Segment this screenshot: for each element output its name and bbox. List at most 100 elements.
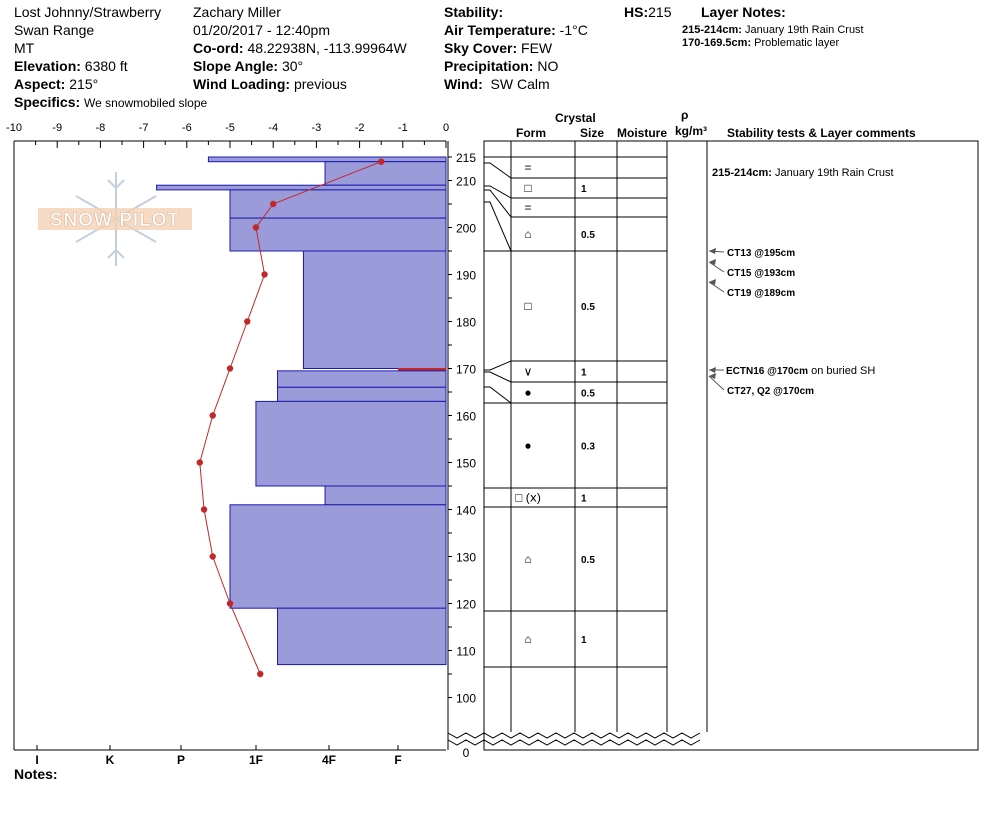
crystal-size: 1 (581, 184, 587, 195)
size-header: Size (580, 126, 605, 140)
hardness-bar (207, 156, 447, 163)
hardness-bar (277, 607, 447, 666)
sky-cover: Sky Cover: FEW (444, 40, 553, 56)
temperature-point (257, 670, 264, 678)
temperature-point (252, 224, 260, 231)
temperature-line (199, 161, 382, 675)
specifics: Specifics: We snowmobiled slope (14, 94, 208, 110)
height-tick-label: 200 (456, 222, 476, 236)
crystal-size: 0.3 (581, 442, 595, 453)
comment-arrow (708, 375, 725, 391)
height-tick-label: 120 (456, 598, 476, 612)
crystal-form-symbol: ● (524, 386, 531, 400)
height-tick-label: 150 (456, 457, 476, 471)
air-temperature: Air Temperature: -1°C (444, 22, 588, 38)
hardness-tick-label: F (394, 753, 401, 767)
temp-tick-label: -5 (225, 122, 235, 134)
layer-connector (484, 386, 512, 404)
layer-connector (484, 162, 512, 179)
crystal-size: 0.5 (581, 230, 595, 241)
hs: HS:215 (624, 4, 672, 20)
layer-connector (484, 201, 512, 252)
temp-tick-label: -2 (355, 122, 365, 134)
hardness-tick-label: 1F (249, 753, 263, 767)
hardness-tick-label: I (35, 753, 38, 767)
hardness-temperature-plot: -10 -9 -8 -7 -6 -5 -4 -3 -2 -1 0I K P 1F 4F F (6, 122, 449, 767)
crystal-size: 1 (581, 635, 587, 646)
temperature-point (209, 412, 216, 419)
hardness-bar (277, 386, 447, 402)
stability-comment: CT15 @193cm (727, 268, 795, 279)
layer-connector (484, 360, 512, 371)
hardness-bar (229, 189, 447, 219)
moisture-header: Moisture (617, 126, 668, 140)
stability-header: Stability tests & Layer comments (727, 126, 916, 140)
temperature-point (378, 158, 385, 165)
hardness-bar (324, 485, 447, 506)
slope-angle: Slope Angle: 30° (193, 58, 304, 74)
temp-tick-label: -3 (312, 122, 322, 134)
scale-break-zigzag (447, 739, 701, 746)
scale-break-zigzag (447, 732, 701, 739)
temp-tick-label: -6 (182, 122, 192, 134)
temperature-point (209, 553, 216, 560)
stability-comment: CT13 @195cm (727, 248, 795, 259)
temp-tick-label: -1 (398, 122, 408, 134)
hardness-bar (302, 250, 447, 369)
layer-notes-label: Layer Notes: (701, 4, 786, 20)
wind-loading: Wind Loading: previous (193, 76, 347, 92)
height-tick-label: 130 (456, 551, 476, 565)
range: Swan Range (14, 22, 95, 38)
temperature-point (270, 200, 277, 208)
height-tick-label: 215 (456, 151, 476, 165)
hardness-bar (229, 504, 447, 609)
table-border (483, 140, 979, 751)
crystal-form-symbol: □ (524, 181, 531, 195)
comment-arrow (708, 261, 725, 273)
height-tick-label: 190 (456, 269, 476, 283)
crystal-form-symbol: ⌂ (524, 552, 531, 566)
form-header: Form (516, 126, 546, 140)
temperature-point (226, 365, 234, 372)
crystal-form-symbol: ⌂ (524, 632, 531, 646)
location: Lost Johnny/Strawberry (14, 4, 162, 20)
rho-header: ρ (681, 108, 689, 122)
temperature-point (244, 318, 251, 325)
layer-table: 2152102001901801701601501401301201101000… (447, 140, 979, 760)
temp-tick-label: -9 (52, 122, 62, 134)
crystal-header: Crystal (555, 111, 596, 125)
crystal-form-symbol: = (524, 201, 531, 215)
notes-label: Notes: (14, 766, 58, 782)
temperature-point (200, 506, 208, 513)
temperature-point (261, 271, 268, 278)
datetime: 01/20/2017 - 12:40pm (193, 22, 330, 38)
comment-arrowhead (709, 259, 716, 265)
height-tick-label: 210 (456, 175, 476, 189)
stability-comment: CT19 @189cm (727, 288, 795, 299)
crystal-form-symbol: □ (524, 299, 531, 313)
hardness-tick-label: 4F (322, 753, 336, 767)
comment-arrowhead (709, 279, 716, 285)
crystal-size: 0.5 (581, 555, 595, 566)
crystal-form-symbol: ∨ (524, 365, 533, 379)
wind: Wind: SW Calm (444, 76, 550, 92)
height-tick-label: 170 (456, 363, 476, 377)
temp-tick-label: -10 (6, 122, 22, 134)
hardness-bar (255, 400, 447, 487)
height-tick-label: 160 (456, 410, 476, 424)
temp-tick-label: -7 (139, 122, 149, 134)
crystal-form-symbol: = (524, 161, 531, 175)
snowpilot-logo: SNOW PILOT (38, 172, 192, 266)
stability-label: Stability: (444, 4, 504, 20)
elevation: Elevation: 6380 ft (14, 58, 128, 74)
precipitation: Precipitation: NO (444, 58, 559, 74)
height-tick-label: 110 (456, 645, 475, 659)
logo-text: SNOW PILOT (50, 210, 180, 231)
stability-comment: ECTN16 @170cm on buried SH (726, 365, 875, 377)
comment-arrow (708, 281, 725, 293)
crystal-size: 1 (581, 494, 587, 505)
stability-comment: CT27, Q2 @170cm (727, 386, 814, 397)
comment-arrowhead (709, 248, 716, 254)
crystal-form-symbol: ● (524, 439, 531, 453)
